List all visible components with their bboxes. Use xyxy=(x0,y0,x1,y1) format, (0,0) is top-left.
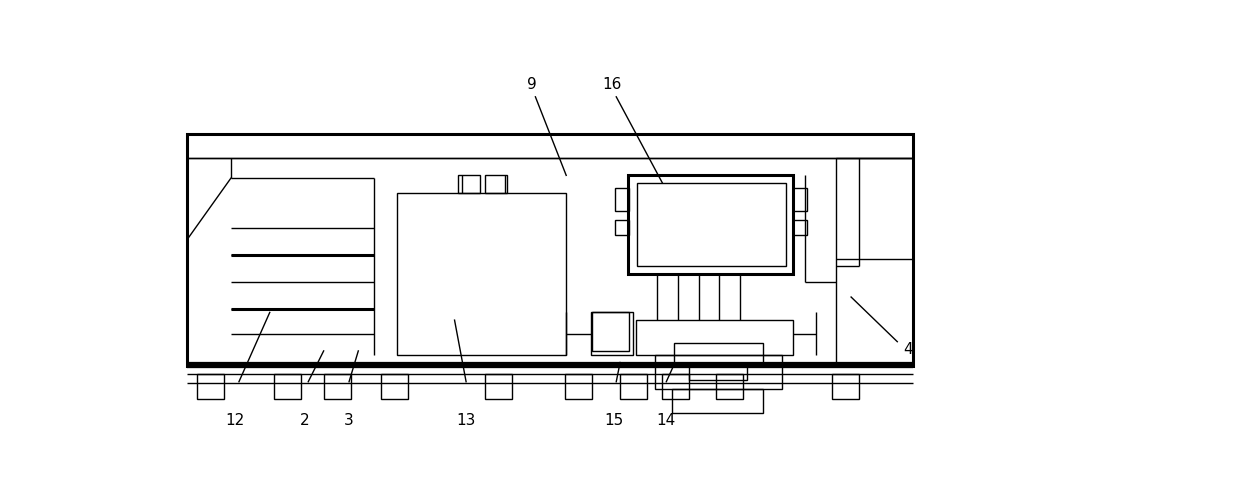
Bar xyxy=(274,374,300,399)
Bar xyxy=(655,355,781,389)
Text: 15: 15 xyxy=(604,413,624,428)
Bar xyxy=(794,220,807,235)
Bar xyxy=(794,188,807,211)
Bar xyxy=(635,320,794,355)
Bar xyxy=(591,312,629,351)
Bar xyxy=(689,365,748,380)
Text: 3: 3 xyxy=(345,413,353,428)
Bar xyxy=(590,312,634,355)
Bar xyxy=(187,134,913,366)
Text: 13: 13 xyxy=(456,413,476,428)
Bar xyxy=(627,175,794,274)
Bar xyxy=(382,374,408,399)
Bar xyxy=(637,183,786,266)
Bar xyxy=(717,374,743,399)
Bar xyxy=(620,374,647,399)
Text: 4: 4 xyxy=(904,342,913,357)
Bar xyxy=(459,175,480,193)
Bar xyxy=(485,175,507,193)
Text: 9: 9 xyxy=(527,77,537,92)
Bar xyxy=(832,374,859,399)
Bar xyxy=(615,188,629,211)
Bar xyxy=(615,220,629,235)
Text: 14: 14 xyxy=(657,413,676,428)
Text: 12: 12 xyxy=(226,413,244,428)
Bar xyxy=(397,193,567,355)
Bar xyxy=(675,343,763,366)
Bar xyxy=(485,374,512,399)
Bar xyxy=(197,374,223,399)
Bar xyxy=(324,374,351,399)
Bar xyxy=(564,374,591,399)
Text: 2: 2 xyxy=(300,413,309,428)
Bar xyxy=(187,134,913,158)
Bar xyxy=(672,389,764,413)
Bar xyxy=(662,374,689,399)
Text: 16: 16 xyxy=(603,77,622,92)
Bar xyxy=(836,158,913,366)
